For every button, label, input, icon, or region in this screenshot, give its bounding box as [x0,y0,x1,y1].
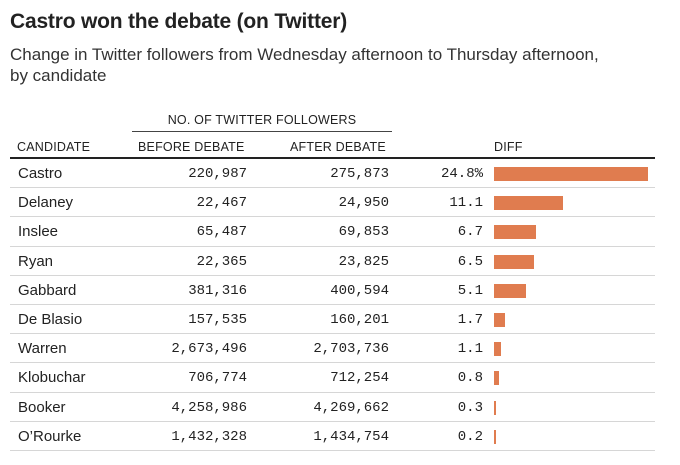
diff-bar [494,312,505,327]
after-column-header: AFTER DEBATE [290,140,386,154]
candidate-name: De Blasio [18,310,83,328]
after-debate-value: 69,853 [338,224,389,241]
before-debate-value: 22,467 [196,195,247,212]
diff-value-label: 0.8 [457,370,483,387]
diff-value-label: 6.5 [457,253,483,270]
after-debate-value: 160,201 [330,311,389,328]
diff-bar [494,283,526,298]
after-debate-value: 23,825 [338,253,389,270]
diff-bar [494,342,501,357]
candidate-name: Warren [18,340,67,358]
table-body: Castro 220,987 275,873 24.8% Delaney 22,467 24… [10,159,655,451]
table-row: Delaney 22,467 24,950 11.1 [10,188,655,218]
diff-value-label: 11.1 [449,195,483,212]
after-debate-value: 275,873 [330,166,389,182]
diff-bar [494,400,496,415]
diff-value-label: 0.3 [457,399,483,416]
diff-bar [494,254,535,269]
before-debate-value: 157,535 [188,311,247,328]
before-column-header: BEFORE DEBATE [138,140,245,154]
after-debate-value: 712,254 [330,370,389,387]
candidate-name: Castro [18,165,63,182]
candidate-name: Ryan [18,252,54,270]
diff-value-label: 24.8% [440,166,483,182]
before-debate-value: 22,365 [196,253,247,270]
before-debate-value: 4,258,986 [171,399,247,416]
chart-subtitle: Change in Twitter followers from Wednesd… [10,45,599,85]
diff-bar [494,429,496,444]
before-debate-value: 706,774 [188,370,247,387]
after-debate-value: 24,950 [338,195,389,212]
candidate-name: Gabbard [18,281,77,299]
before-debate-value: 1,432,328 [171,428,247,445]
table-row: Warren 2,673,496 2,703,736 1.1 [10,334,655,364]
table-row: Ryan 22,365 23,825 6.5 [10,247,655,276]
group-header-rule [132,131,392,132]
table-row: O’Rourke 1,432,328 1,434,754 0.2 [10,422,655,451]
diff-bar [494,196,563,211]
table-row: Booker 4,258,986 4,269,662 0.3 [10,393,655,422]
after-debate-value: 2,703,736 [313,341,389,358]
candidate-column-header: CANDIDATE [17,140,91,154]
diff-value-label: 1.1 [457,341,483,358]
table-row: Klobuchar 706,774 712,254 0.8 [10,363,655,393]
table-row: Inslee 65,487 69,853 6.7 [10,217,655,247]
diff-bar [494,167,648,181]
table-row: Gabbard 381,316 400,594 5.1 [10,276,655,305]
before-debate-value: 381,316 [188,282,247,299]
diff-value-label: 0.2 [457,428,483,445]
before-debate-value: 65,487 [196,224,247,241]
diff-value-label: 1.7 [457,311,483,328]
diff-value-label: 5.1 [457,282,483,299]
table-row: Castro 220,987 275,873 24.8% [10,159,655,189]
diff-column-header: DIFF [494,140,523,154]
before-debate-value: 220,987 [188,166,247,182]
candidate-name: Klobuchar [18,369,86,387]
before-debate-value: 2,673,496 [171,341,247,358]
followers-group-header: NO. OF TWITTER FOLLOWERS [167,113,357,127]
header-rule [10,157,655,159]
chart-title: Castro won the debate (on Twitter) [10,10,347,33]
candidate-name: Delaney [18,194,74,212]
candidate-name: Inslee [18,223,59,241]
diff-bar [494,225,536,240]
candidate-name: O’Rourke [18,427,82,445]
candidate-name: Booker [18,398,66,416]
diff-bar [494,371,499,386]
after-debate-value: 4,269,662 [313,399,389,416]
after-debate-value: 1,434,754 [313,428,389,445]
diff-value-label: 6.7 [457,224,483,241]
after-debate-value: 400,594 [330,282,389,299]
table-row: De Blasio 157,535 160,201 1.7 [10,305,655,335]
